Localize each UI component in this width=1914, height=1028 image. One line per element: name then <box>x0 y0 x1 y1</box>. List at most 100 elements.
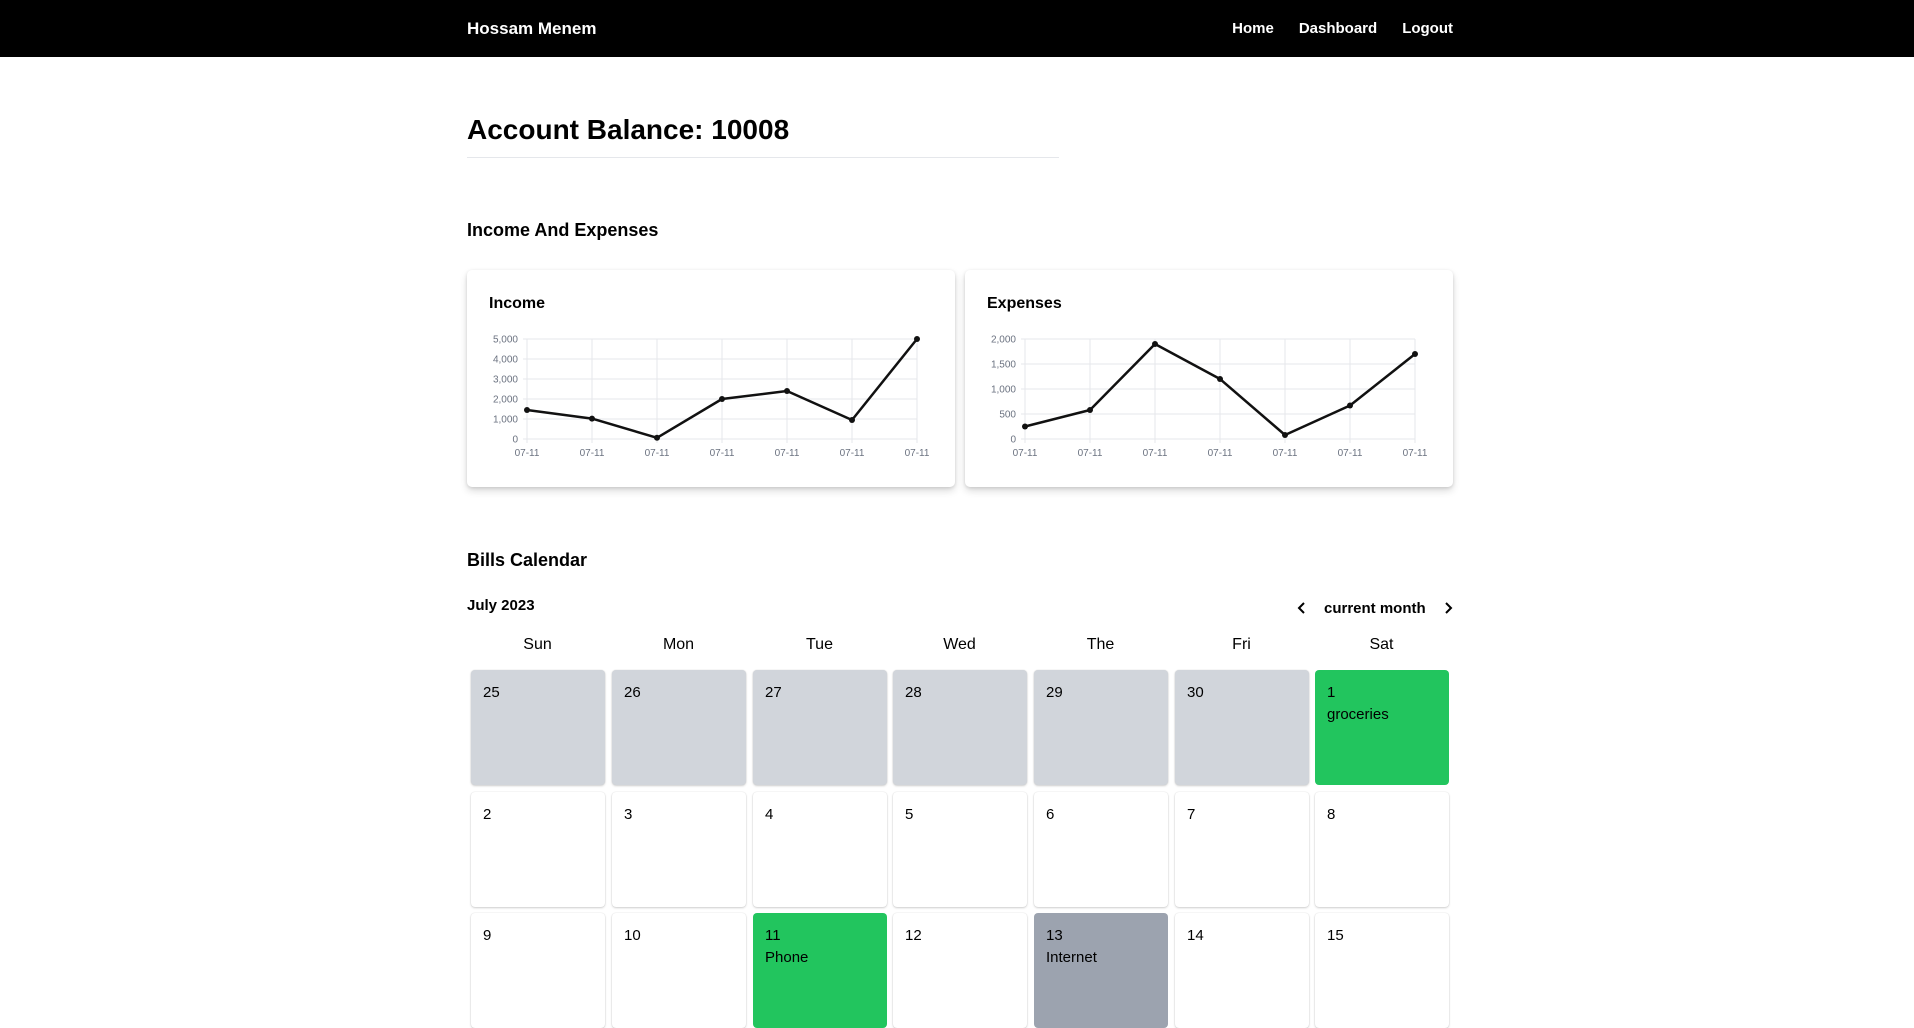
calendar-bill-event[interactable]: Internet <box>1046 949 1097 966</box>
x-tick-label: 07-11 <box>1143 448 1168 459</box>
brand-name[interactable]: Hossam Menem <box>467 19 597 38</box>
data-point <box>654 434 660 441</box>
calendar-day-cell[interactable]: 15 <box>1315 913 1449 1028</box>
y-tick-label: 0 <box>1010 435 1016 446</box>
y-tick-label: 3,000 <box>493 375 518 386</box>
calendar-day-cell[interactable]: 30 <box>1175 670 1309 785</box>
calendar-bill-event[interactable]: Phone <box>765 949 809 966</box>
calendar-day-cell[interactable]: 10 <box>612 913 746 1028</box>
x-tick-label: 07-11 <box>1013 448 1038 459</box>
calendar-day-number: 13 <box>1046 927 1063 944</box>
calendar-day-number: 1 <box>1327 684 1336 701</box>
calendar-day-cell[interactable]: 12 <box>893 913 1027 1028</box>
calendar-bill-event[interactable]: groceries <box>1327 706 1389 723</box>
calendar-day-cell[interactable]: 25 <box>471 670 605 785</box>
calendar-day-cell[interactable]: 4 <box>753 792 887 907</box>
calendar-day-number: 3 <box>624 806 633 823</box>
calendar-day-number: 26 <box>624 684 641 701</box>
income-chart-title: Income <box>489 295 546 312</box>
x-tick-label: 07-11 <box>1208 448 1233 459</box>
nav-link-dashboard[interactable]: Dashboard <box>1298 20 1378 37</box>
calendar-day-number: 8 <box>1327 806 1336 823</box>
weekday-label: The <box>1086 636 1115 653</box>
calendar-day-number: 27 <box>765 684 782 701</box>
weekday-label: Fri <box>1232 636 1251 653</box>
y-tick-label: 1,000 <box>493 415 518 426</box>
weekday-label: Wed <box>943 636 976 653</box>
income-chart: 5,000 4,000 3,000 2,000 1,000 0 07-11 07-11 07-1… <box>493 335 930 460</box>
data-point <box>1152 341 1158 347</box>
expenses-chart-card: 2,000 1,500 1,000 500 0 07-11 07-11 07-11 07-11 0… <box>965 270 1453 487</box>
calendar-day-cell[interactable]: 14 <box>1175 913 1309 1028</box>
calendar-day-cell[interactable]: 7 <box>1175 792 1309 907</box>
data-point <box>524 407 530 413</box>
income-expenses-title: Income And Expenses <box>467 220 659 240</box>
calendar-day-cell[interactable]: 28 <box>893 670 1027 785</box>
data-point <box>1087 407 1093 413</box>
calendar-day-number: 2 <box>483 806 492 823</box>
calendar-day-number: 10 <box>624 927 641 944</box>
calendar-day-number: 25 <box>483 684 500 701</box>
data-point <box>784 388 790 394</box>
x-tick-label: 07-11 <box>775 448 800 459</box>
weekday-label: Sun <box>523 636 552 653</box>
calendar-day-number: 11 <box>765 927 781 944</box>
data-point <box>849 417 855 423</box>
x-tick-label: 07-11 <box>1338 448 1363 459</box>
y-tick-label: 1,000 <box>991 385 1016 396</box>
calendar-day-cell[interactable]: 11 Phone <box>753 913 887 1028</box>
x-tick-label: 07-11 <box>515 448 540 459</box>
calendar-month-label: July 2023 <box>467 597 535 614</box>
calendar-day-cell[interactable]: 6 <box>1034 792 1168 907</box>
nav-link-logout[interactable]: Logout <box>1402 20 1453 37</box>
calendar-day-number: 29 <box>1046 684 1063 701</box>
calendar-month-nav: current month <box>1290 598 1460 618</box>
data-point <box>1347 402 1353 409</box>
x-tick-label: 07-11 <box>905 448 930 459</box>
bills-calendar-title: Bills Calendar <box>467 550 588 570</box>
calendar-day-cell[interactable]: 27 <box>753 670 887 785</box>
top-navbar: Hossam Menem Home Dashboard Logout <box>0 0 1914 57</box>
calendar-day-number: 14 <box>1187 927 1204 944</box>
weekday-label: Tue <box>806 636 833 653</box>
nav-link-home[interactable]: Home <box>1232 20 1274 37</box>
data-point <box>719 396 725 402</box>
calendar-day-cell[interactable]: 13 Internet <box>1034 913 1168 1028</box>
x-tick-label: 07-11 <box>580 448 605 459</box>
nav-links: Home Dashboard Logout <box>1232 20 1453 37</box>
weekday-label: Sat <box>1369 636 1394 653</box>
calendar-day-cell[interactable]: 3 <box>612 792 746 907</box>
chevron-right-icon[interactable] <box>1436 598 1460 618</box>
x-tick-label: 07-11 <box>840 448 865 459</box>
chevron-left-icon[interactable] <box>1290 598 1314 618</box>
calendar-day-cell[interactable]: 29 <box>1034 670 1168 785</box>
calendar-day-number: 5 <box>905 806 914 823</box>
calendar-day-number: 30 <box>1187 684 1204 701</box>
calendar-day-number: 7 <box>1187 806 1196 823</box>
calendar-day-number: 9 <box>483 927 492 944</box>
y-tick-label: 500 <box>999 410 1016 421</box>
calendar-day-cell[interactable]: 2 <box>471 792 605 907</box>
weekday-label: Mon <box>662 636 695 653</box>
calendar-day-cell[interactable]: 5 <box>893 792 1027 907</box>
y-tick-label: 2,000 <box>991 335 1016 346</box>
calendar-day-cell[interactable]: 8 <box>1315 792 1449 907</box>
calendar-day-cell[interactable]: 26 <box>612 670 746 785</box>
calendar-day-cell[interactable]: 1 groceries <box>1315 670 1449 785</box>
data-point <box>914 336 920 342</box>
x-tick-label: 07-11 <box>1273 448 1298 459</box>
data-point <box>1412 351 1418 357</box>
x-tick-label: 07-11 <box>1078 448 1103 459</box>
x-tick-label: 07-11 <box>1403 448 1428 459</box>
income-chart-card: 5,000 4,000 3,000 2,000 1,000 0 07-11 07-11 07-1… <box>467 270 955 487</box>
y-tick-label: 5,000 <box>493 335 518 346</box>
calendar-day-number: 15 <box>1327 927 1344 944</box>
account-balance-heading: Account Balance: 10008 <box>467 114 790 145</box>
balance-divider <box>467 157 1059 158</box>
y-tick-label: 1,500 <box>991 360 1016 371</box>
y-tick-label: 4,000 <box>493 355 518 366</box>
calendar-day-cell[interactable]: 9 <box>471 913 605 1028</box>
calendar-day-number: 4 <box>765 806 774 823</box>
current-month-button[interactable]: current month <box>1324 599 1426 617</box>
data-point <box>1217 376 1223 382</box>
